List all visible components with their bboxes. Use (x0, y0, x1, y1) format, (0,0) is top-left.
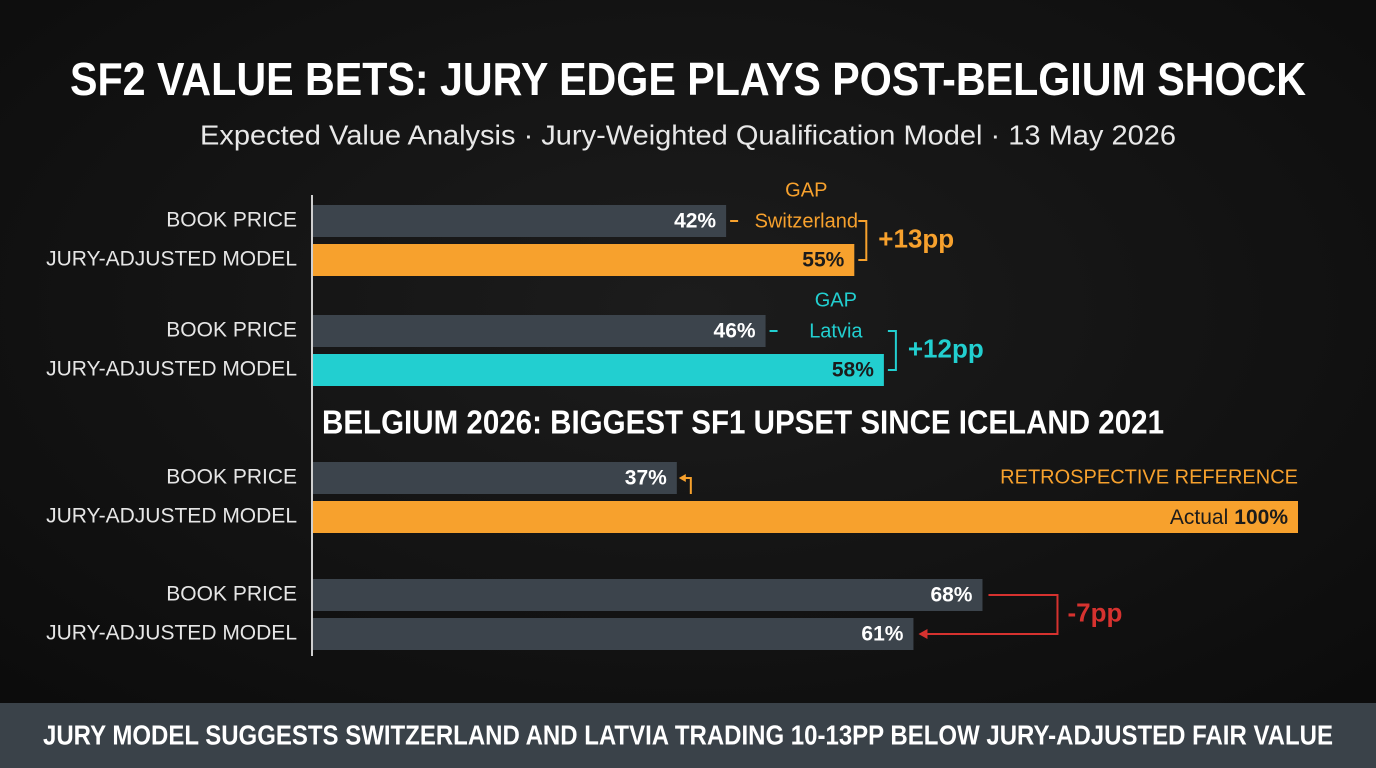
arrow-head (918, 629, 928, 639)
value-label: 58% (832, 359, 874, 382)
gap-label: GAP (815, 289, 857, 311)
row-label: BOOK PRICE (166, 466, 297, 489)
bar (313, 244, 855, 276)
footer-band (0, 703, 1376, 768)
chart-title: SF2 VALUE BETS: JURY EDGE PLAYS POST-BEL… (70, 53, 1306, 105)
value-label: 61% (861, 623, 903, 646)
row-label: BOOK PRICE (166, 583, 297, 606)
annotation: RETROSPECTIVE REFERENCE (1000, 466, 1298, 488)
chart-subtitle: Expected Value Analysis · Jury-Weighted … (200, 119, 1176, 150)
arrow-head (678, 474, 686, 482)
value-number: 100% (1234, 506, 1288, 529)
value-label: Actual 100% (1170, 506, 1288, 529)
value-label: 46% (714, 320, 756, 343)
row-label: JURY-ADJUSTED MODEL (46, 622, 297, 645)
bar (313, 354, 884, 386)
row-label: JURY-ADJUSTED MODEL (46, 358, 297, 381)
row-label: JURY-ADJUSTED MODEL (46, 505, 297, 528)
gap-country: Latvia (809, 320, 863, 342)
bar (313, 315, 766, 347)
value-label: 68% (930, 584, 972, 607)
value-label: 37% (625, 467, 667, 490)
row-label: BOOK PRICE (166, 209, 297, 232)
gap-bracket (927, 594, 1059, 635)
section-heading: BELGIUM 2026: BIGGEST SF1 UPSET SINCE IC… (322, 404, 1164, 441)
value-label: 55% (802, 249, 844, 272)
gap-country: Switzerland (755, 210, 858, 232)
row-label: BOOK PRICE (166, 319, 297, 342)
bar (313, 462, 677, 494)
footer-text: JURY MODEL SUGGESTS SWITZERLAND AND LATV… (43, 719, 1333, 750)
bar (313, 205, 727, 237)
gap-value: -7pp (1067, 597, 1122, 627)
bar (313, 501, 1298, 533)
gap-value: +13pp (878, 223, 954, 253)
row-label: JURY-ADJUSTED MODEL (46, 248, 297, 271)
gap-bracket (858, 220, 868, 261)
bar (313, 579, 983, 611)
bar (313, 618, 914, 650)
gap-value: +12pp (908, 333, 984, 363)
value-label: 42% (674, 210, 716, 233)
value-prefix: Actual (1170, 506, 1228, 529)
gap-bracket (887, 330, 897, 371)
gap-label: GAP (785, 179, 827, 201)
